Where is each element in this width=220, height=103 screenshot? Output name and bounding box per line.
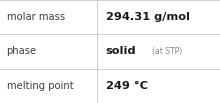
Text: 294.31 g/mol: 294.31 g/mol <box>106 12 190 22</box>
Text: (at STP): (at STP) <box>152 47 182 56</box>
Text: 249 °C: 249 °C <box>106 81 148 91</box>
Text: molar mass: molar mass <box>7 12 65 22</box>
Text: melting point: melting point <box>7 81 73 91</box>
Text: solid: solid <box>106 46 136 57</box>
Text: phase: phase <box>7 46 37 57</box>
